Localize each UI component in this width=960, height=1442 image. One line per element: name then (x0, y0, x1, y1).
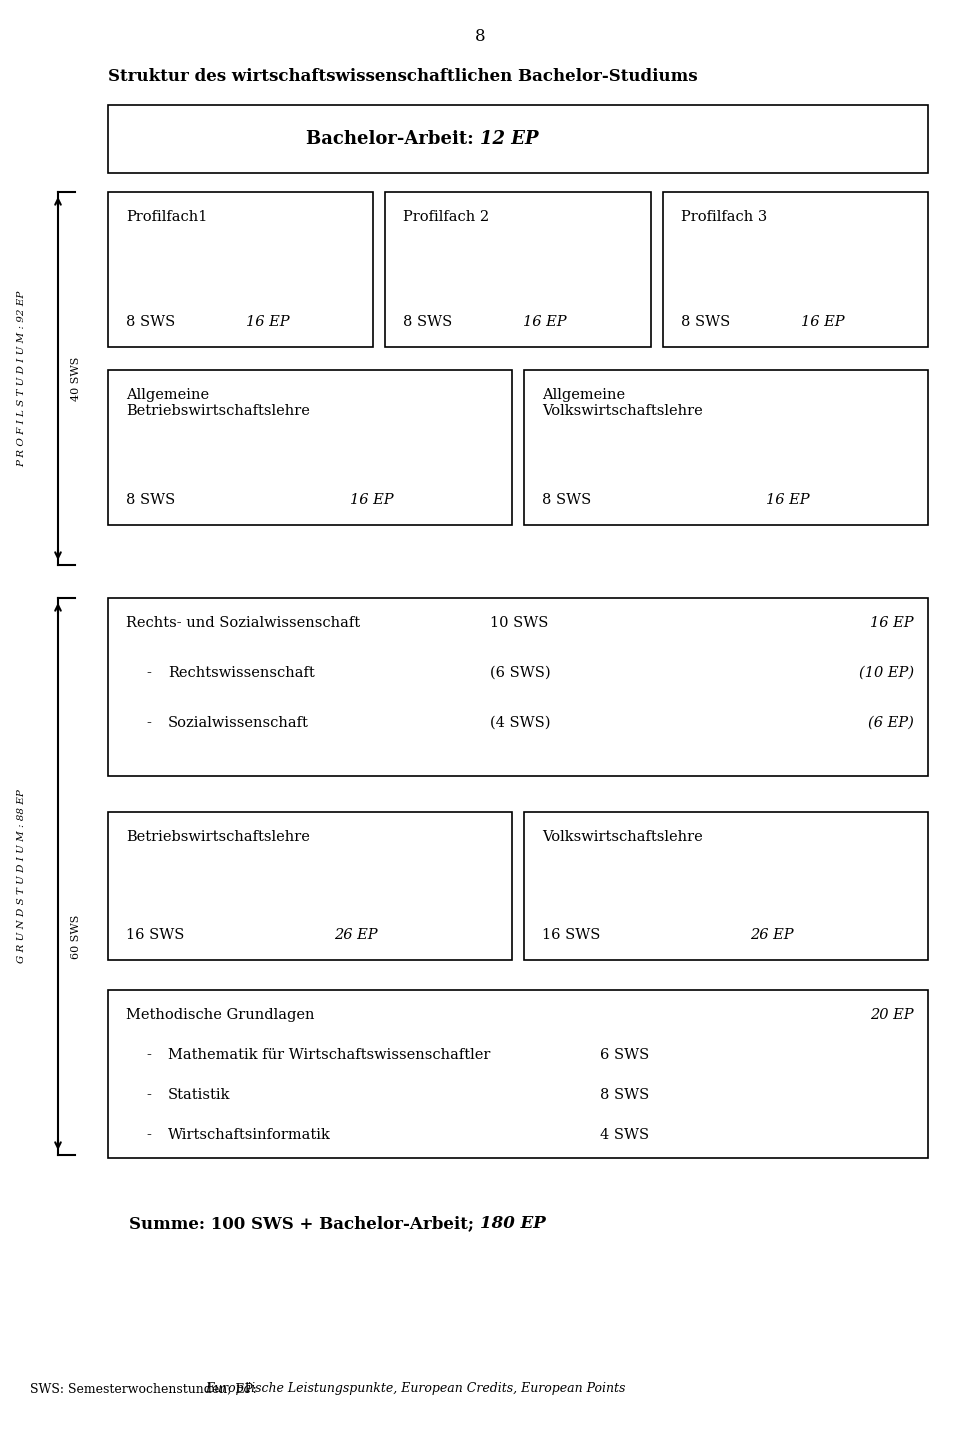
Text: 16 SWS: 16 SWS (542, 929, 600, 942)
Text: -: - (146, 1048, 151, 1061)
Text: G R U N D S T U D I U M : 88 EP: G R U N D S T U D I U M : 88 EP (17, 790, 27, 963)
Text: Profilfach 2: Profilfach 2 (403, 211, 490, 224)
Text: Statistik: Statistik (168, 1089, 230, 1102)
Text: Sozialwissenschaft: Sozialwissenschaft (168, 717, 309, 730)
Text: P R O F I L S T U D I U M : 92 EP: P R O F I L S T U D I U M : 92 EP (17, 290, 27, 467)
Text: 20 EP: 20 EP (871, 1008, 914, 1022)
Text: -: - (146, 1089, 151, 1102)
Bar (385, 192, 651, 348)
Text: 16 SWS: 16 SWS (126, 929, 184, 942)
Bar (108, 371, 512, 525)
Text: 40 SWS: 40 SWS (71, 356, 81, 401)
Text: 8 SWS: 8 SWS (403, 314, 452, 329)
Text: 180 EP: 180 EP (480, 1216, 545, 1231)
Text: Profilfach1: Profilfach1 (126, 211, 207, 224)
Text: Bachelor-Arbeit:: Bachelor-Arbeit: (306, 130, 480, 149)
Text: 6 SWS: 6 SWS (600, 1048, 649, 1061)
Bar (524, 812, 928, 960)
Text: Volkswirtschaftslehre: Volkswirtschaftslehre (542, 831, 703, 844)
Bar (108, 991, 928, 1158)
Text: Betriebswirtschaftslehre: Betriebswirtschaftslehre (126, 831, 310, 844)
Text: (10 EP): (10 EP) (859, 666, 914, 681)
Text: Methodische Grundlagen: Methodische Grundlagen (126, 1008, 315, 1022)
Text: 26 EP: 26 EP (334, 929, 378, 942)
Text: Allgemeine
Betriebswirtschaftslehre: Allgemeine Betriebswirtschaftslehre (126, 388, 310, 418)
Text: 16 EP: 16 EP (523, 314, 567, 329)
Text: Mathematik für Wirtschaftswissenschaftler: Mathematik für Wirtschaftswissenschaftle… (168, 1048, 491, 1061)
Text: 8 SWS: 8 SWS (126, 314, 176, 329)
Text: Rechts- und Sozialwissenschaft: Rechts- und Sozialwissenschaft (126, 616, 360, 630)
Bar (108, 812, 512, 960)
Bar (108, 192, 373, 348)
Text: Europäische Leistungspunkte, European Credits, European Points: Europäische Leistungspunkte, European Cr… (205, 1381, 625, 1394)
Text: 16 EP: 16 EP (350, 493, 394, 508)
Text: Allgemeine
Volkswirtschaftslehre: Allgemeine Volkswirtschaftslehre (542, 388, 703, 418)
Text: 16 EP: 16 EP (801, 314, 844, 329)
Text: 8 SWS: 8 SWS (681, 314, 730, 329)
Text: Wirtschaftsinformatik: Wirtschaftsinformatik (168, 1128, 331, 1142)
Text: 16 EP: 16 EP (871, 616, 914, 630)
Text: 16 EP: 16 EP (766, 493, 810, 508)
Text: -: - (146, 666, 151, 681)
Bar (662, 192, 928, 348)
Text: 10 SWS: 10 SWS (490, 616, 548, 630)
Bar (108, 598, 928, 776)
Text: 8 SWS: 8 SWS (542, 493, 591, 508)
Text: Struktur des wirtschaftswissenschaftlichen Bachelor-Studiums: Struktur des wirtschaftswissenschaftlich… (108, 68, 698, 85)
Text: (6 EP): (6 EP) (868, 717, 914, 730)
Bar (524, 371, 928, 525)
Text: Summe: 100 SWS + Bachelor-Arbeit;: Summe: 100 SWS + Bachelor-Arbeit; (130, 1216, 480, 1231)
Text: -: - (146, 717, 151, 730)
Text: Rechtswissenschaft: Rechtswissenschaft (168, 666, 315, 681)
Text: Profilfach 3: Profilfach 3 (681, 211, 767, 224)
Text: 16 EP: 16 EP (246, 314, 290, 329)
Text: (6 SWS): (6 SWS) (490, 666, 551, 681)
Bar (108, 105, 928, 173)
Text: (4 SWS): (4 SWS) (490, 717, 550, 730)
Text: 8: 8 (474, 27, 486, 45)
Text: 8 SWS: 8 SWS (126, 493, 176, 508)
Text: -: - (146, 1128, 151, 1142)
Text: 8 SWS: 8 SWS (600, 1089, 649, 1102)
Text: 4 SWS: 4 SWS (600, 1128, 649, 1142)
Text: 26 EP: 26 EP (751, 929, 794, 942)
Text: 60 SWS: 60 SWS (71, 914, 81, 959)
Text: 12 EP: 12 EP (480, 130, 539, 149)
Text: SWS: Semesterwochenstunden; EP:: SWS: Semesterwochenstunden; EP: (30, 1381, 261, 1394)
